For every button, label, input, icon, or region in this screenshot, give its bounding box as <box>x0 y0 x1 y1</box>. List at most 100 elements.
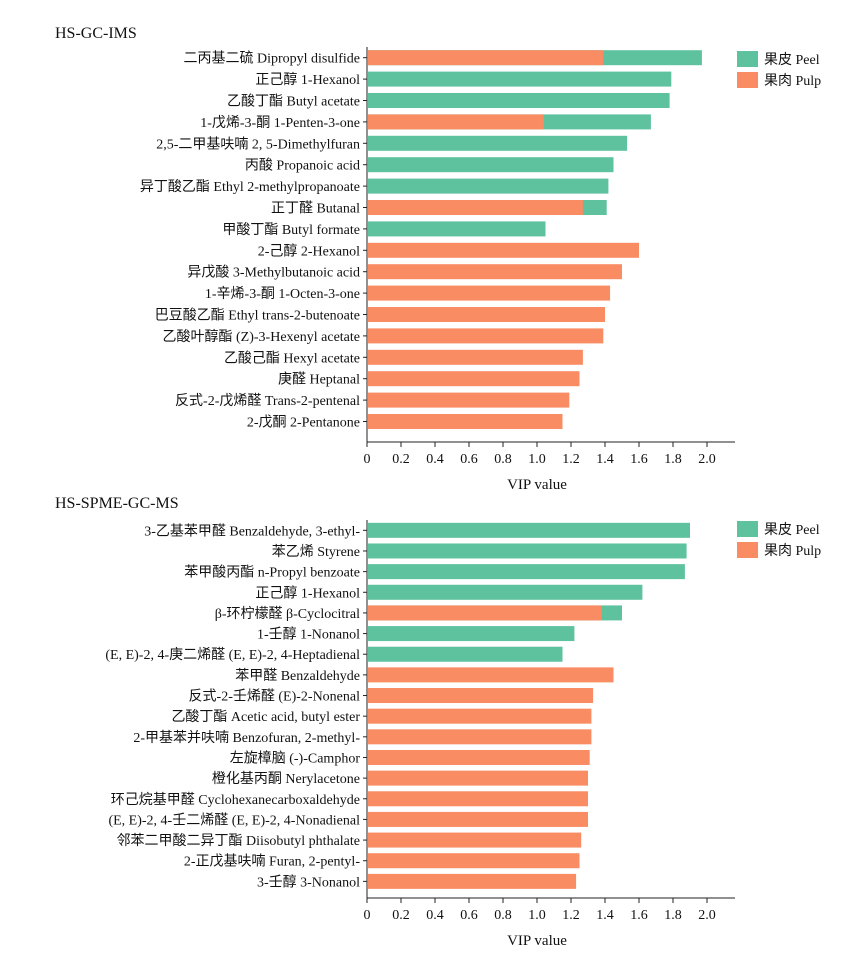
x-tick-label: 0.2 <box>392 908 410 923</box>
x-tick-label: 0.6 <box>460 452 478 467</box>
pulp-bar <box>368 264 622 280</box>
pulp-bar <box>368 242 639 258</box>
category-label: 3-壬醇 3-Nonanol <box>257 873 360 890</box>
x-tick-label: 2.0 <box>698 452 716 467</box>
x-tick-label: 1.6 <box>630 908 648 923</box>
pulp-bar <box>368 791 588 807</box>
category-label: 异戊酸 3-Methylbutanoic acid <box>187 265 360 281</box>
pulp-bar <box>368 811 588 827</box>
category-label: 3-乙基苯甲醛 Benzaldehyde, 3-ethyl- <box>144 522 360 539</box>
pulp-bar <box>368 749 590 765</box>
peel-bar <box>368 93 670 108</box>
pulp-bar <box>368 873 577 889</box>
x-tick-label: 1.8 <box>664 452 682 467</box>
category-label: 环己烷基甲醛 Cyclohexanecarboxaldehyde <box>111 791 360 808</box>
x-tick-label: 1.4 <box>596 452 614 467</box>
category-label: 1-辛烯-3-酮 1-Octen-3-one <box>205 286 360 302</box>
x-axis-label: VIP value <box>507 933 567 949</box>
pulp-bar <box>368 729 592 745</box>
pulp-bar <box>368 832 582 848</box>
category-label: 乙酸丁酯 Butyl acetate <box>227 94 360 110</box>
peel-bar <box>368 543 687 559</box>
pulp-bar <box>368 392 570 408</box>
chart-title: HS-GC-IMS <box>55 25 137 42</box>
peel-bar <box>368 178 609 194</box>
category-label: 乙酸己酯 Hexyl acetate <box>224 350 360 366</box>
pulp-bar <box>368 708 592 724</box>
peel-bar <box>368 584 643 600</box>
legend-label-peel: 果皮 Peel <box>764 52 820 68</box>
pulp-bar <box>368 688 594 704</box>
hs-spme-gc-ms-panel: HS-SPME-GC-MS 3-乙基苯甲醛 Benzaldehyde, 3-eth… <box>55 495 821 949</box>
peel-bar <box>368 522 690 538</box>
category-label: 左旋樟脑 (-)-Camphor <box>230 749 361 766</box>
x-tick-label: 0 <box>364 452 371 467</box>
category-label: 2-甲基苯并呋喃 Benzofuran, 2-methyl- <box>133 729 360 746</box>
x-tick-label: 0.8 <box>494 908 512 923</box>
x-tick-label: 0.4 <box>426 908 444 923</box>
peel-bar <box>368 71 672 87</box>
peel-bar <box>368 221 546 237</box>
peel-bar <box>368 157 614 173</box>
category-label: 苯甲酸丙酯 n-Propyl benzoate <box>184 564 360 581</box>
category-label: β-环柠檬醛 β-Cyclocitral <box>215 606 360 622</box>
pulp-bar <box>368 414 563 429</box>
pulp-bar <box>368 349 583 365</box>
category-label: 反式-2-戊烯醛 Trans-2-pentenal <box>175 393 360 409</box>
pulp-bar <box>368 853 580 869</box>
legend-swatch-pulp <box>737 72 758 88</box>
category-label: 苯甲醛 Benzaldehyde <box>235 667 360 684</box>
peel-bar <box>368 135 628 151</box>
x-tick-label: 1.8 <box>664 908 682 923</box>
category-label: 1-戊烯-3-酮 1-Penten-3-one <box>200 115 360 131</box>
category-label: 庚醛 Heptanal <box>278 372 360 388</box>
legend-swatch-pulp <box>737 542 758 558</box>
category-label: 正己醇 1-Hexanol <box>255 71 360 88</box>
category-label: 2,5-二甲基呋喃 2, 5-Dimethylfuran <box>156 135 360 152</box>
x-tick-label: 1.0 <box>528 908 546 923</box>
category-label: 正丁醛 Butanal <box>271 201 360 217</box>
legend-swatch-peel <box>737 521 758 537</box>
x-tick-label: 1.4 <box>596 908 614 923</box>
x-tick-label: 0.6 <box>460 908 478 923</box>
peel-bar <box>368 646 563 662</box>
category-label: 反式-2-壬烯醛 (E)-2-Nonenal <box>189 689 361 705</box>
category-label: (E, E)-2, 4-庚二烯醛 (E, E)-2, 4-Heptadienal <box>105 647 360 663</box>
category-label: 正己醇 1-Hexanol <box>255 584 360 601</box>
legend-label-peel: 果皮 Peel <box>764 522 820 538</box>
category-label: (E, E)-2, 4-壬二烯醛 (E, E)-2, 4-Nonadienal <box>108 812 360 828</box>
category-label: 二丙基二硫 Dipropyl disulfide <box>183 50 360 67</box>
category-label: 异丁酸乙酯 Ethyl 2-methylpropanoate <box>140 179 360 195</box>
x-tick-label: 1.6 <box>630 452 648 467</box>
x-axis-label: VIP value <box>507 477 567 493</box>
pulp-bar <box>368 328 604 344</box>
x-tick-label: 0 <box>364 908 371 923</box>
category-label: 甲酸丁酯 Butyl formate <box>222 222 360 238</box>
category-label: 2-戊酮 2-Pentanone <box>247 415 360 431</box>
pulp-bar <box>368 605 602 621</box>
x-tick-label: 1.2 <box>562 452 580 467</box>
category-label: 苯乙烯 Styrene <box>272 543 360 560</box>
category-label: 巴豆酸乙酯 Ethyl trans-2-butenoate <box>155 308 360 324</box>
category-label: 2-己醇 2-Hexanol <box>258 242 360 259</box>
x-tick-label: 1.0 <box>528 452 546 467</box>
pulp-bar <box>368 285 611 301</box>
legend-label-pulp: 果肉 Pulp <box>764 73 821 89</box>
pulp-bar <box>368 770 588 786</box>
peel-bar <box>368 564 685 580</box>
category-label: 乙酸叶醇酯 (Z)-3-Hexenyl acetate <box>163 328 360 345</box>
category-label: 橙化基丙酮 Nerylacetone <box>212 770 360 787</box>
x-tick-label: 1.2 <box>562 908 580 923</box>
category-label: 2-正戊基呋喃 Furan, 2-pentyl- <box>184 853 360 870</box>
pulp-bar <box>368 307 605 322</box>
x-tick-label: 0.4 <box>426 452 444 467</box>
peel-bar <box>368 626 575 642</box>
pulp-bar <box>368 50 604 66</box>
pulp-bar <box>368 200 583 215</box>
chart-title: HS-SPME-GC-MS <box>55 495 179 512</box>
x-tick-label: 0.8 <box>494 452 512 467</box>
hs-gc-ims-panel: HS-GC-IMS 二丙基二硫 Dipropyl disulfide 正己醇 1-H… <box>55 25 821 493</box>
pulp-bar <box>368 667 614 683</box>
x-tick-label: 0.2 <box>392 452 410 467</box>
